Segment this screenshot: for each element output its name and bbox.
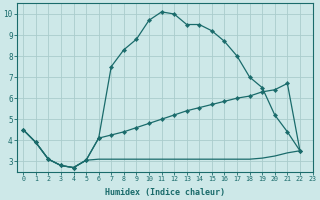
X-axis label: Humidex (Indice chaleur): Humidex (Indice chaleur) (105, 188, 225, 197)
